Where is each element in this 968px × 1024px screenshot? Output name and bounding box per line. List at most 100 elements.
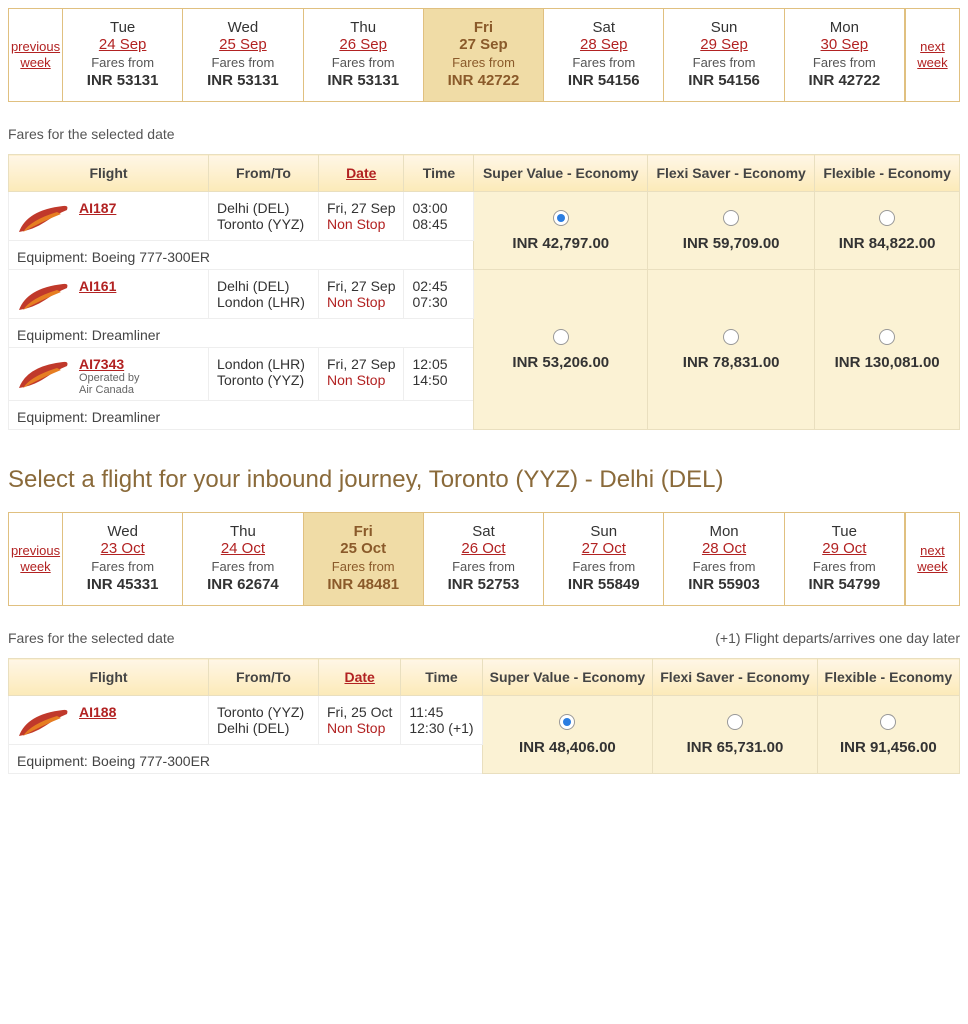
fares-from-label: Fares from (428, 55, 539, 70)
fares-from-label: Fares from (308, 559, 419, 574)
date-strip-day[interactable]: Mon30 SepFares fromINR 42722 (785, 9, 905, 101)
day-of-week: Sat (428, 523, 539, 540)
day-of-week: Mon (789, 19, 900, 36)
fare-option[interactable]: INR 65,731.00 (653, 696, 817, 774)
date-strip-day[interactable]: Tue29 OctFares fromINR 54799 (785, 513, 905, 605)
fares-from-label: Fares from (668, 559, 779, 574)
fare-radio[interactable] (879, 210, 895, 226)
inbound-date-strip: previous week Wed23 OctFares fromINR 453… (8, 512, 960, 606)
date-strip-day[interactable]: Tue24 SepFares fromINR 53131 (63, 9, 183, 101)
flight-number-link[interactable]: AI187 (79, 200, 116, 216)
next-week-link[interactable]: next week (905, 513, 959, 605)
fare-radio[interactable] (553, 329, 569, 345)
date-link[interactable]: 28 Oct (668, 540, 779, 557)
fare-radio[interactable] (559, 714, 575, 730)
strip-price: INR 53131 (308, 72, 419, 89)
next-week-link[interactable]: next week (905, 9, 959, 101)
fares-from-label: Fares from (308, 55, 419, 70)
fare-option[interactable]: INR 78,831.00 (648, 270, 815, 430)
outbound-tbody: AI187Delhi (DEL)Toronto (YYZ)Fri, 27 Sep… (9, 192, 960, 430)
airline-logo-icon (17, 280, 71, 314)
date-link[interactable]: 24 Sep (67, 36, 178, 53)
time-cell: 12:0514:50 (404, 348, 474, 401)
flight-number-link[interactable]: AI188 (79, 704, 116, 720)
col-date[interactable]: Date (319, 659, 401, 696)
date-link[interactable]: 26 Oct (428, 540, 539, 557)
col-fare-2: Flexi Saver - Economy (648, 155, 815, 192)
fares-from-label: Fares from (187, 559, 298, 574)
equipment-label: Equipment: Boeing 777-300ER (9, 241, 474, 270)
fare-radio[interactable] (723, 329, 739, 345)
date-strip-day[interactable]: Fri25 OctFares fromINR 48481 (304, 513, 424, 605)
fare-radio[interactable] (727, 714, 743, 730)
fares-from-label: Fares from (668, 55, 779, 70)
fares-label: Fares for the selected date (8, 126, 960, 142)
date-link[interactable]: 29 Oct (789, 540, 900, 557)
date-strip-day[interactable]: Fri27 SepFares fromINR 42722 (424, 9, 544, 101)
date-link[interactable]: 26 Sep (308, 36, 419, 53)
date-strip-day[interactable]: Thu26 Sep Fares from INR 53131 (304, 9, 424, 101)
date-strip-day[interactable]: Wed23 OctFares fromINR 45331 (63, 513, 183, 605)
date-link[interactable]: 30 Sep (789, 36, 900, 53)
date-strip-day[interactable]: Wed25 SepFares fromINR 53131 (183, 9, 303, 101)
date-strip-day[interactable]: Thu24 OctFares fromINR 62674 (183, 513, 303, 605)
day-of-week: Tue (67, 19, 178, 36)
strip-price: INR 53131 (67, 72, 178, 89)
strip-price: INR 54799 (789, 576, 900, 593)
fare-option[interactable]: INR 130,081.00 (815, 270, 960, 430)
fare-option[interactable]: INR 48,406.00 (482, 696, 653, 774)
flight-number-link[interactable]: AI7343 (79, 356, 124, 372)
date-strip-day[interactable]: Mon28 OctFares fromINR 55903 (664, 513, 784, 605)
prev-week-link[interactable]: previous week (9, 9, 63, 101)
fare-radio[interactable] (879, 329, 895, 345)
fare-radio[interactable] (880, 714, 896, 730)
fare-option[interactable]: INR 53,206.00 (474, 270, 648, 430)
fares-from-label: Fares from (789, 55, 900, 70)
fare-radio[interactable] (553, 210, 569, 226)
strip-price: INR 55849 (548, 576, 659, 593)
date-link[interactable]: 25 Sep (187, 36, 298, 53)
strip-price: INR 48481 (308, 576, 419, 593)
date-link[interactable]: 27 Sep (428, 36, 539, 53)
fare-option[interactable]: INR 91,456.00 (817, 696, 959, 774)
date-link[interactable]: 24 Oct (187, 540, 298, 557)
date-strip-day[interactable]: Sat26 OctFares fromINR 52753 (424, 513, 544, 605)
flight-number-link[interactable]: AI161 (79, 278, 116, 294)
col-date[interactable]: Date (319, 155, 404, 192)
fare-amount: INR 59,709.00 (656, 235, 806, 252)
date-strip-day[interactable]: Sat28 SepFares fromINR 54156 (544, 9, 664, 101)
fare-radio[interactable] (723, 210, 739, 226)
date-link[interactable]: 25 Oct (308, 540, 419, 557)
date-cell: Fri, 27 SepNon Stop (319, 348, 404, 401)
date-link[interactable]: 29 Sep (668, 36, 779, 53)
fare-option[interactable]: INR 84,822.00 (815, 192, 960, 270)
fare-option[interactable]: INR 42,797.00 (474, 192, 648, 270)
inbound-heading: Select a flight for your inbound journey… (8, 466, 960, 494)
prev-week-link[interactable]: previous week (9, 513, 63, 605)
col-time: Time (401, 659, 482, 696)
airline-logo-icon (17, 358, 71, 392)
equipment-label: Equipment: Dreamliner (9, 319, 474, 348)
operated-by: Operated by Air Canada (79, 372, 140, 396)
from-to-cell: Toronto (YYZ)Delhi (DEL) (209, 696, 319, 745)
day-of-week: Thu (308, 19, 419, 36)
col-fare-2: Flexi Saver - Economy (653, 659, 817, 696)
stop-label: Non Stop (327, 294, 385, 310)
day-of-week: Sun (548, 523, 659, 540)
date-link[interactable]: 28 Sep (548, 36, 659, 53)
col-flight: Flight (9, 659, 209, 696)
day-of-week: Wed (187, 19, 298, 36)
date-strip-day[interactable]: Sun27 OctFares fromINR 55849 (544, 513, 664, 605)
fare-option[interactable]: INR 59,709.00 (648, 192, 815, 270)
col-fare-3: Flexible - Economy (815, 155, 960, 192)
strip-price: INR 62674 (187, 576, 298, 593)
airline-logo-icon (17, 706, 71, 740)
col-fare-1: Super Value - Economy (474, 155, 648, 192)
fare-amount: INR 48,406.00 (491, 739, 645, 756)
col-time: Time (404, 155, 474, 192)
date-link[interactable]: 23 Oct (67, 540, 178, 557)
date-link[interactable]: 27 Oct (548, 540, 659, 557)
strip-price: INR 52753 (428, 576, 539, 593)
date-strip-day[interactable]: Sun29 SepFares fromINR 54156 (664, 9, 784, 101)
strip-price: INR 54156 (548, 72, 659, 89)
